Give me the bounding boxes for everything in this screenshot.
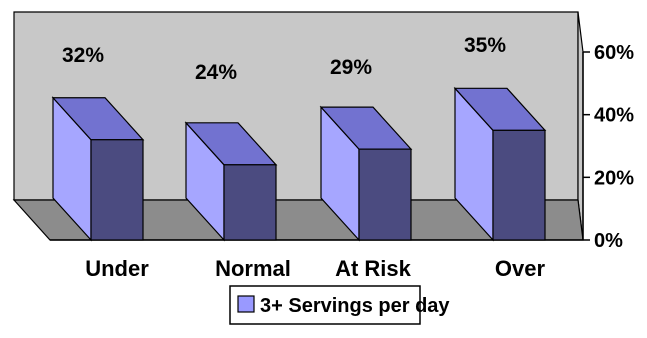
bar [492,129,546,241]
y-tick-label: 20% [594,167,634,189]
data-label: 32% [62,44,104,67]
legend-series-name: 3+ Servings per day [260,295,450,317]
x-tick-label: Under [85,256,149,281]
x-tick-label: Normal [215,256,291,281]
bar [358,148,412,241]
x-tick-label: Over [495,256,546,281]
bar [223,164,277,241]
bar [90,139,144,241]
legend-box [229,285,421,325]
data-label: 35% [464,34,506,57]
y-tick-label: 40% [594,105,634,127]
data-label: 24% [195,61,237,84]
x-tick-label: At Risk [335,256,412,281]
y-tick-label: 60% [594,42,634,64]
y-tick-label: 0% [594,230,623,252]
legend-swatch [237,295,255,313]
data-label: 29% [330,56,372,79]
